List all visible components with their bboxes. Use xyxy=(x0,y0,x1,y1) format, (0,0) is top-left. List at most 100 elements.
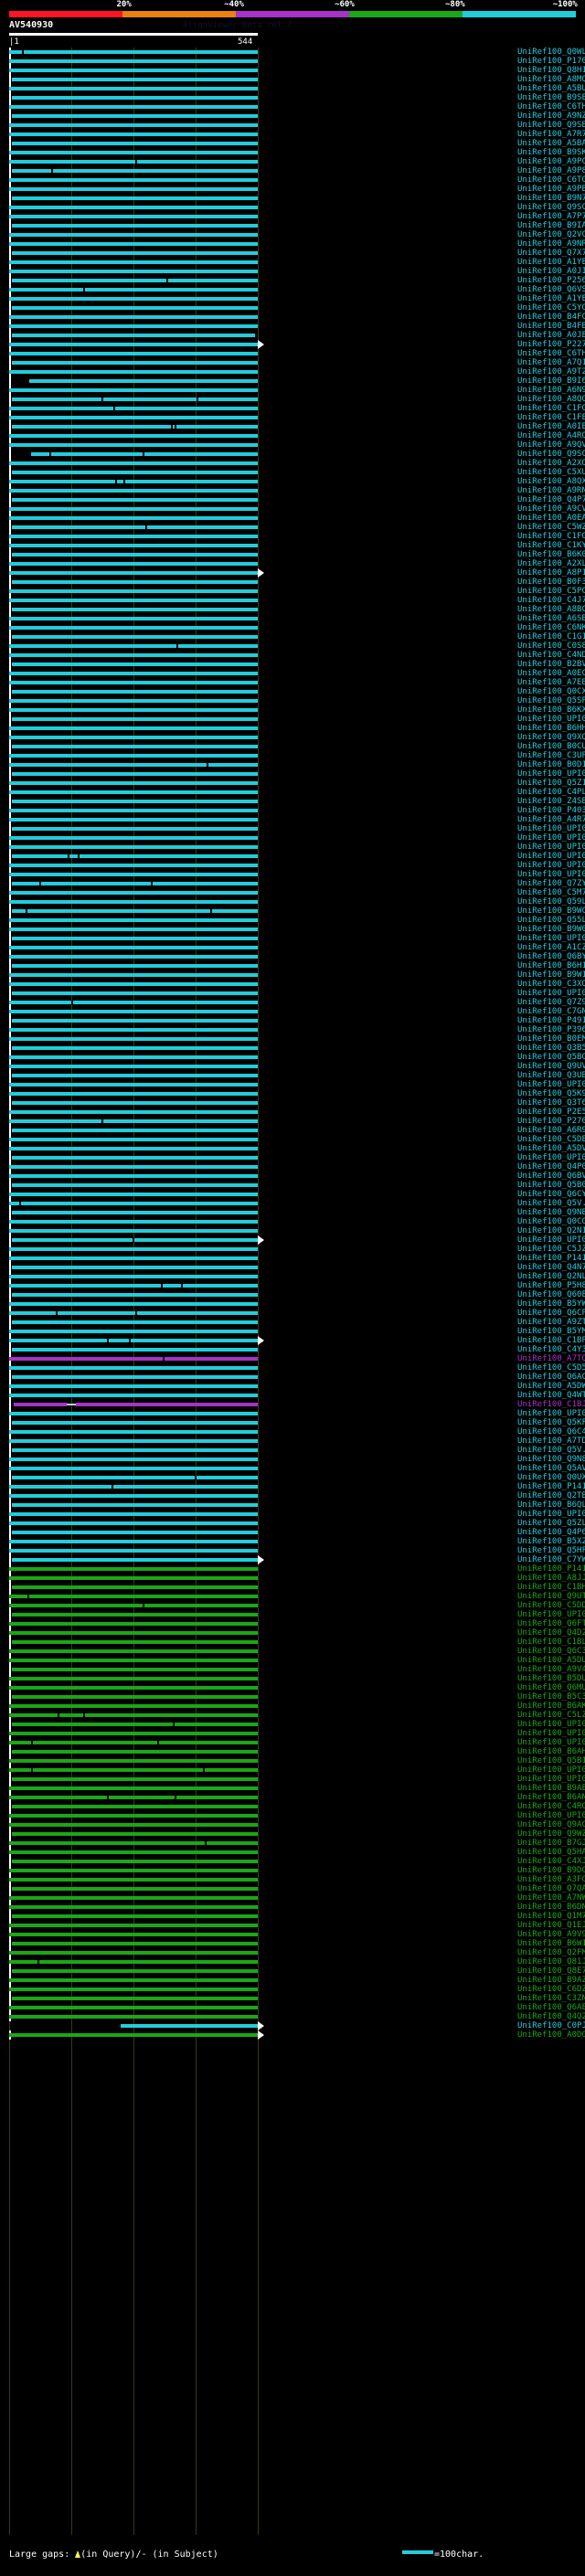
hsp-bar[interactable] xyxy=(9,1247,258,1251)
hit-label[interactable]: UniRef100_A5BAZ0 xyxy=(517,139,585,148)
hsp-bar[interactable] xyxy=(9,809,258,812)
table-row[interactable]: UniRef100_Q2TBH9 xyxy=(0,1491,585,1500)
table-row[interactable]: UniRef100_B9W1C9 xyxy=(0,970,585,980)
table-row[interactable]: UniRef100_B6DN1O xyxy=(0,1903,585,1912)
table-row[interactable]: UniRef100_P39672 xyxy=(0,1025,585,1034)
hit-label[interactable]: UniRef100_C5M7N5 xyxy=(517,888,585,897)
table-row[interactable]: UniRef100_A9NZI7 xyxy=(0,111,585,121)
hsp-bar[interactable] xyxy=(11,854,258,858)
hit-label[interactable]: UniRef100_Q0CXG6 xyxy=(517,687,585,696)
hsp-bar[interactable] xyxy=(9,836,258,840)
hit-label[interactable]: UniRef100_Q8E7J4 xyxy=(517,1966,585,1976)
hsp-bar[interactable] xyxy=(9,59,258,63)
hit-label[interactable]: UniRef100_B9W013 xyxy=(517,925,585,934)
table-row[interactable]: UniRef100_P25604 xyxy=(0,276,585,285)
hit-label[interactable]: UniRef100_A9V4M1 xyxy=(517,1665,585,1674)
hsp-bar[interactable] xyxy=(11,1969,258,1973)
table-row[interactable]: UniRef100_A0EC95 xyxy=(0,669,585,678)
table-row[interactable]: UniRef100_Q0WLE7 xyxy=(0,48,585,57)
table-row[interactable]: UniRef100_Q6MUF6 xyxy=(0,1683,585,1692)
table-row[interactable]: UniRef100_UPI000... xyxy=(0,989,585,998)
hsp-bar[interactable] xyxy=(9,1905,258,1909)
hit-label[interactable]: UniRef100_Q9N8Z4 xyxy=(517,1455,585,1464)
hit-label[interactable]: UniRef100_B6ANB2 xyxy=(517,1793,585,1802)
hit-label[interactable]: UniRef100_P5H8B0 xyxy=(517,1281,585,1290)
hsp-bar[interactable] xyxy=(9,1147,258,1150)
table-row[interactable]: UniRef100_A9T2B3 xyxy=(0,367,585,376)
table-row[interactable]: UniRef100_A1YE34 xyxy=(0,294,585,303)
table-row[interactable]: UniRef100_Q7QAT0 xyxy=(0,1884,585,1893)
hit-label[interactable]: UniRef100_A7R7U1 xyxy=(517,130,585,139)
hsp-bar[interactable] xyxy=(11,1211,258,1214)
table-row[interactable]: UniRef100_B9WCL1 xyxy=(0,906,585,916)
table-row[interactable]: UniRef100_C6NK74 xyxy=(0,623,585,632)
table-row[interactable]: UniRef100_UPI000... xyxy=(0,833,585,843)
table-row[interactable]: UniRef100_C5DEL3 xyxy=(0,1135,585,1144)
table-row[interactable]: UniRef100_P14126 xyxy=(0,1482,585,1491)
hit-label[interactable]: UniRef100_C5XUR1 xyxy=(517,468,585,477)
hit-label[interactable]: UniRef100_Q9SBR8 xyxy=(517,121,585,130)
hsp-bar[interactable] xyxy=(9,1467,258,1470)
table-row[interactable]: UniRef100_B9W013 xyxy=(0,925,585,934)
hsp-bar[interactable] xyxy=(11,827,258,831)
hit-label[interactable]: UniRef100_Q7Z9R3 xyxy=(517,998,585,1007)
hsp-bar[interactable] xyxy=(11,361,258,365)
hit-label[interactable]: UniRef100_C4J7CZ xyxy=(517,596,585,605)
hsp-bar[interactable] xyxy=(9,288,258,292)
hsp-bar[interactable] xyxy=(9,1165,258,1169)
hsp-bar[interactable] xyxy=(11,1695,258,1699)
table-row[interactable]: UniRef100_C4XJ66 xyxy=(0,1857,585,1866)
hsp-bar[interactable] xyxy=(9,352,258,355)
table-row[interactable]: UniRef100_Q6BYZ1 xyxy=(0,952,585,961)
hit-label[interactable]: UniRef100_P22738 xyxy=(517,340,585,349)
table-row[interactable]: UniRef100_A1YE28 xyxy=(0,258,585,267)
hit-label[interactable]: UniRef100_B9N769 xyxy=(517,194,585,203)
hit-label[interactable]: UniRef100_Q5V.J19 xyxy=(517,1446,585,1455)
hsp-bar[interactable] xyxy=(11,78,258,81)
hit-label[interactable]: UniRef100_Q6BVM5 xyxy=(517,1171,585,1181)
table-row[interactable]: UniRef100_Q3T649 xyxy=(0,1098,585,1108)
table-row[interactable]: UniRef100_B6K0D4 xyxy=(0,550,585,559)
table-row[interactable]: UniRef100_UPI000... xyxy=(0,769,585,779)
hit-label[interactable]: UniRef100_C1FE51 xyxy=(517,413,585,422)
hit-label[interactable]: UniRef100_A7TQR9 xyxy=(517,1354,585,1363)
hit-label[interactable]: UniRef100_A5DVJ8 xyxy=(517,1144,585,1153)
hsp-bar[interactable] xyxy=(11,1156,258,1160)
hit-label[interactable]: UniRef100_Q7ZYR1 xyxy=(517,879,585,888)
hsp-bar[interactable] xyxy=(9,535,258,538)
hsp-bar[interactable] xyxy=(9,1521,258,1525)
hsp-bar[interactable] xyxy=(9,891,258,895)
hit-label[interactable]: UniRef100_Q9NBK4 xyxy=(517,1208,585,1217)
table-row[interactable]: UniRef100_A9PB80 xyxy=(0,185,585,194)
table-row[interactable]: UniRef100_B9SE83 xyxy=(0,93,585,102)
hit-label[interactable]: UniRef100_Q4P6S9 xyxy=(517,1528,585,1537)
hsp-bar[interactable] xyxy=(9,270,258,273)
table-row[interactable]: UniRef100_C5M7N5 xyxy=(0,888,585,897)
hit-label[interactable]: UniRef100_UPI000... xyxy=(517,1235,585,1245)
hit-label[interactable]: UniRef100_C7YWW1 xyxy=(517,1555,585,1564)
hit-label[interactable]: UniRef100_Q5HAT8 xyxy=(517,1848,585,1857)
hit-label[interactable]: UniRef100_C1BLJ98 xyxy=(517,1638,585,1647)
hit-label[interactable]: UniRef100_Q9AC79 xyxy=(517,1820,585,1829)
hsp-bar[interactable] xyxy=(9,1677,258,1680)
table-row[interactable]: UniRef100_C5JZ03 xyxy=(0,1245,585,1254)
table-row[interactable]: UniRef100_A4RQD7 xyxy=(0,431,585,440)
hit-label[interactable]: UniRef100_A5BU35 xyxy=(517,84,585,93)
hit-label[interactable]: UniRef100_A9CVV8 xyxy=(517,504,585,514)
hit-label[interactable]: UniRef100_A0EC95 xyxy=(517,669,585,678)
table-row[interactable]: UniRef100_C1BHF5 xyxy=(0,1583,585,1592)
hsp-bar[interactable] xyxy=(9,1412,258,1415)
hit-label[interactable]: UniRef100_Q2NL60 xyxy=(517,1272,585,1281)
table-row[interactable]: UniRef100_A7Q129 xyxy=(0,358,585,367)
hit-label[interactable]: UniRef100_Q4P0S6 xyxy=(517,1162,585,1171)
table-row[interactable]: UniRef100_P17094 xyxy=(0,57,585,66)
table-row[interactable]: UniRef100_C6DZN4 xyxy=(0,1985,585,1994)
hsp-bar[interactable] xyxy=(9,1330,258,1333)
table-row[interactable]: UniRef100_A8QGY3 xyxy=(0,395,585,404)
hit-label[interactable]: UniRef100_B6HHH4 xyxy=(517,724,585,733)
hit-label[interactable]: UniRef100_Q4D2N6 xyxy=(517,1628,585,1638)
table-row[interactable]: UniRef100_Q8H154 xyxy=(0,66,585,75)
table-row[interactable]: UniRef100_A5DUX8 xyxy=(0,1656,585,1665)
table-row[interactable]: UniRef100_P5H8B0 xyxy=(0,1281,585,1290)
table-row[interactable]: UniRef100_Q4N7I5 xyxy=(0,1263,585,1272)
